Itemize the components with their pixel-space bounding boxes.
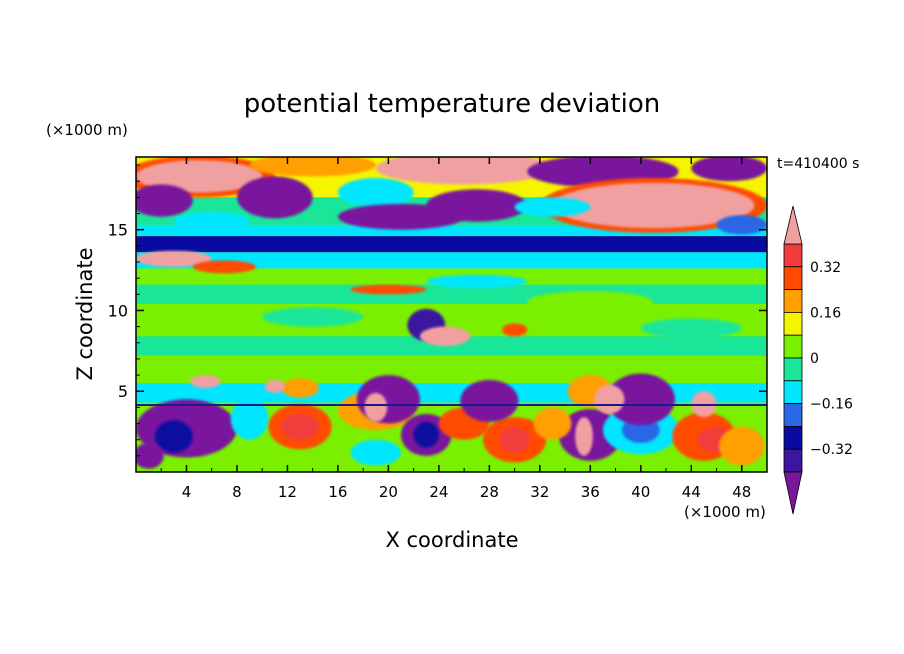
colorbar-box bbox=[783, 380, 803, 404]
field-band bbox=[136, 252, 767, 269]
colorbar-box bbox=[783, 311, 803, 336]
colorbar-label: −0.32 bbox=[810, 442, 853, 458]
field-band bbox=[136, 336, 767, 356]
field-band bbox=[136, 355, 767, 384]
field-blob bbox=[719, 426, 765, 466]
x-tick-label: 36 bbox=[581, 483, 600, 501]
x-tick-label: 4 bbox=[182, 483, 192, 501]
field-blobs bbox=[136, 157, 767, 469]
field-blob bbox=[716, 215, 767, 235]
y-axis: 5 10 15 bbox=[108, 164, 767, 457]
field-blob bbox=[230, 397, 269, 440]
field-blob bbox=[606, 373, 675, 426]
field-blob bbox=[460, 379, 519, 422]
colorbar-label: 0.16 bbox=[810, 305, 841, 321]
z-unit-label: (×1000 m) bbox=[46, 121, 128, 139]
x-tick-label: 28 bbox=[480, 483, 499, 501]
field-blob bbox=[136, 160, 263, 193]
colorbar-label: −0.16 bbox=[810, 397, 853, 413]
field-blob bbox=[337, 203, 465, 230]
field-blob bbox=[501, 323, 528, 337]
colorbar-box bbox=[783, 243, 803, 268]
field-blob bbox=[136, 442, 164, 469]
field-blob bbox=[262, 307, 364, 327]
field-blob bbox=[136, 184, 193, 217]
colorbar-box bbox=[783, 403, 803, 427]
x-tick-label: 44 bbox=[682, 483, 701, 501]
colorbar: 0.32 0.16 0 −0.16 −0.32 bbox=[783, 205, 853, 515]
field-blob bbox=[640, 318, 742, 338]
field-blob bbox=[527, 291, 654, 314]
x-tick-label: 20 bbox=[379, 483, 398, 501]
contour-field bbox=[136, 157, 767, 472]
field-blob bbox=[192, 260, 256, 274]
field-blob bbox=[594, 384, 625, 414]
colorbar-box bbox=[783, 425, 803, 450]
field-blob bbox=[350, 439, 402, 466]
x-axis: 4 8 12 16 20 24 28 32 36 40 44 48 bbox=[160, 157, 751, 501]
field-blob bbox=[136, 250, 212, 267]
field-blob bbox=[249, 157, 376, 177]
x-tick-label: 12 bbox=[278, 483, 297, 501]
colorbar-label: 0 bbox=[810, 351, 819, 367]
time-label: t=410400 s bbox=[777, 156, 859, 172]
field-band bbox=[136, 236, 767, 253]
field-blob bbox=[173, 211, 250, 232]
colorbar-box bbox=[783, 289, 803, 313]
x-tick-label: 16 bbox=[328, 483, 347, 501]
field-blob bbox=[375, 157, 553, 185]
field-blob bbox=[575, 417, 593, 456]
field-blob bbox=[426, 274, 528, 288]
field-blob bbox=[190, 375, 221, 388]
field-blob bbox=[533, 407, 572, 440]
field-blob bbox=[419, 326, 471, 346]
field-blob bbox=[281, 378, 319, 398]
field-blob bbox=[281, 413, 319, 440]
colorbar-box bbox=[783, 266, 803, 290]
x-tick-label: 40 bbox=[631, 483, 650, 501]
field-blob bbox=[264, 379, 285, 393]
field-blob bbox=[356, 375, 420, 424]
field-blob bbox=[552, 182, 755, 229]
field-blob bbox=[350, 284, 427, 295]
plot-frame bbox=[135, 156, 768, 473]
field-blob bbox=[413, 421, 439, 448]
x-tick-label: 8 bbox=[232, 483, 242, 501]
field-blob bbox=[364, 392, 388, 422]
field-blob bbox=[337, 178, 414, 208]
x-axis-label: X coordinate bbox=[385, 528, 518, 552]
colorbar-box bbox=[783, 334, 803, 359]
field-blob bbox=[499, 426, 530, 453]
field-band bbox=[136, 284, 767, 304]
field-blob bbox=[236, 176, 313, 219]
chart-title: potential temperature deviation bbox=[244, 89, 660, 119]
y-tick-label: 15 bbox=[108, 221, 128, 240]
y-tick-label: 5 bbox=[118, 382, 128, 401]
y-axis-label: Z coordinate bbox=[73, 247, 97, 380]
colorbar-top-triangle bbox=[783, 205, 803, 245]
x-tick-label: 48 bbox=[732, 483, 751, 501]
inversion-line bbox=[136, 404, 767, 406]
colorbar-label: 0.32 bbox=[810, 260, 841, 276]
field-blob bbox=[691, 157, 767, 182]
x-tick-label: 24 bbox=[429, 483, 448, 501]
x-tick-label: 32 bbox=[530, 483, 549, 501]
field-blob bbox=[514, 197, 591, 217]
colorbar-box bbox=[783, 448, 803, 473]
colorbar-bottom-triangle bbox=[783, 471, 803, 515]
x-unit-label: (×1000 m) bbox=[684, 503, 766, 521]
y-tick-label: 10 bbox=[108, 301, 128, 320]
colorbar-box bbox=[783, 357, 803, 382]
field-blob bbox=[154, 420, 193, 453]
field-band bbox=[136, 224, 767, 237]
